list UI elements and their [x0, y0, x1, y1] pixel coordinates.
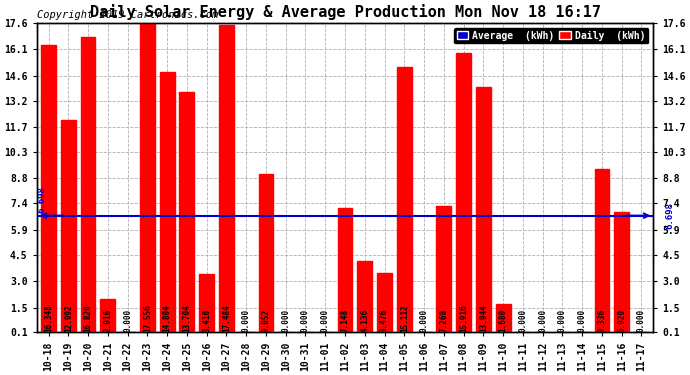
Bar [259, 174, 273, 332]
Text: 3.476: 3.476 [380, 308, 389, 332]
Bar [614, 212, 629, 332]
Bar [179, 92, 195, 332]
Bar [456, 53, 471, 332]
Bar [81, 36, 95, 332]
Bar [41, 45, 56, 332]
Text: 14.804: 14.804 [163, 304, 172, 332]
Bar [199, 274, 214, 332]
Text: 9.336: 9.336 [598, 308, 607, 332]
Text: 0.000: 0.000 [538, 308, 547, 332]
Legend: Average  (kWh), Daily  (kWh): Average (kWh), Daily (kWh) [454, 28, 649, 44]
Text: 16.348: 16.348 [44, 304, 53, 332]
Text: 13.944: 13.944 [479, 304, 488, 332]
Text: 0.000: 0.000 [241, 308, 250, 332]
Bar [219, 25, 234, 332]
Bar [476, 87, 491, 332]
Text: 17.484: 17.484 [222, 304, 231, 332]
Text: 0.000: 0.000 [420, 308, 428, 332]
Text: 6.698: 6.698 [37, 186, 46, 213]
Bar [495, 304, 511, 332]
Text: 7.268: 7.268 [440, 308, 449, 332]
Text: 3.416: 3.416 [202, 308, 211, 332]
Text: 6.698: 6.698 [666, 202, 675, 229]
Text: 15.112: 15.112 [400, 304, 408, 332]
Bar [337, 208, 353, 332]
Text: 0.000: 0.000 [321, 308, 330, 332]
Text: 2.016: 2.016 [104, 308, 112, 332]
Text: 6.920: 6.920 [617, 308, 627, 332]
Bar [595, 169, 609, 332]
Text: 0.000: 0.000 [558, 308, 567, 332]
Text: 0.000: 0.000 [282, 308, 290, 332]
Bar [357, 261, 372, 332]
Text: 0.000: 0.000 [518, 308, 527, 332]
Bar [397, 67, 412, 332]
Bar [377, 273, 392, 332]
Text: 0.000: 0.000 [637, 308, 646, 332]
Bar [61, 120, 76, 332]
Text: 7.148: 7.148 [340, 308, 350, 332]
Text: 4.136: 4.136 [360, 308, 369, 332]
Bar [101, 298, 115, 332]
Text: 9.052: 9.052 [262, 308, 270, 332]
Text: 12.092: 12.092 [63, 304, 73, 332]
Text: 0.000: 0.000 [578, 308, 586, 332]
Text: 17.556: 17.556 [143, 304, 152, 332]
Text: 0.000: 0.000 [123, 308, 132, 332]
Text: 13.704: 13.704 [182, 304, 191, 332]
Text: 1.680: 1.680 [499, 308, 508, 332]
Title: Daily Solar Energy & Average Production Mon Nov 18 16:17: Daily Solar Energy & Average Production … [90, 4, 600, 20]
Bar [140, 24, 155, 332]
Bar [436, 206, 451, 332]
Text: 16.820: 16.820 [83, 304, 92, 332]
Text: 0.000: 0.000 [301, 308, 310, 332]
Bar [159, 72, 175, 332]
Text: 15.916: 15.916 [459, 304, 468, 332]
Text: Copyright 2019 Cartronics.com: Copyright 2019 Cartronics.com [37, 10, 218, 20]
